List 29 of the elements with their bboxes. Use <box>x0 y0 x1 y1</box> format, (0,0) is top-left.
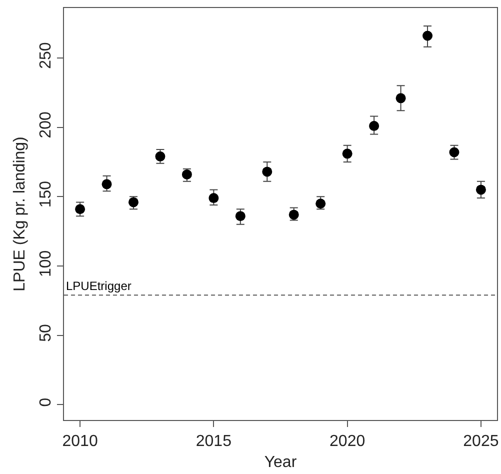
point <box>422 30 433 41</box>
point <box>182 169 192 180</box>
y-tick-label: 100 <box>38 250 55 277</box>
y-tick-label: 200 <box>38 111 55 138</box>
point <box>262 166 272 177</box>
y-tick-label: 0 <box>38 398 55 407</box>
point <box>288 210 299 220</box>
point <box>155 151 166 162</box>
point <box>128 197 138 208</box>
x-tick-label: 2010 <box>62 433 98 450</box>
point <box>102 179 112 190</box>
y-axis-title: LPUE (Kg pr. landing) <box>12 136 28 292</box>
point <box>476 184 486 195</box>
ref-line-label: LPUEtrigger <box>66 279 132 293</box>
x-axis-title: Year <box>264 454 298 471</box>
x-tick-label: 2020 <box>330 433 366 450</box>
x-tick-label: 2025 <box>463 433 499 450</box>
y-tick-label: 150 <box>38 180 55 208</box>
point <box>342 148 352 159</box>
point <box>396 93 406 104</box>
y-tick-label: 50 <box>38 324 55 342</box>
point <box>449 147 460 158</box>
point <box>208 193 219 204</box>
point <box>235 211 246 222</box>
y-tick-label: 250 <box>38 42 55 69</box>
x-tick-label: 2015 <box>196 433 232 450</box>
point <box>369 120 380 131</box>
point <box>75 204 86 214</box>
point <box>316 198 326 209</box>
